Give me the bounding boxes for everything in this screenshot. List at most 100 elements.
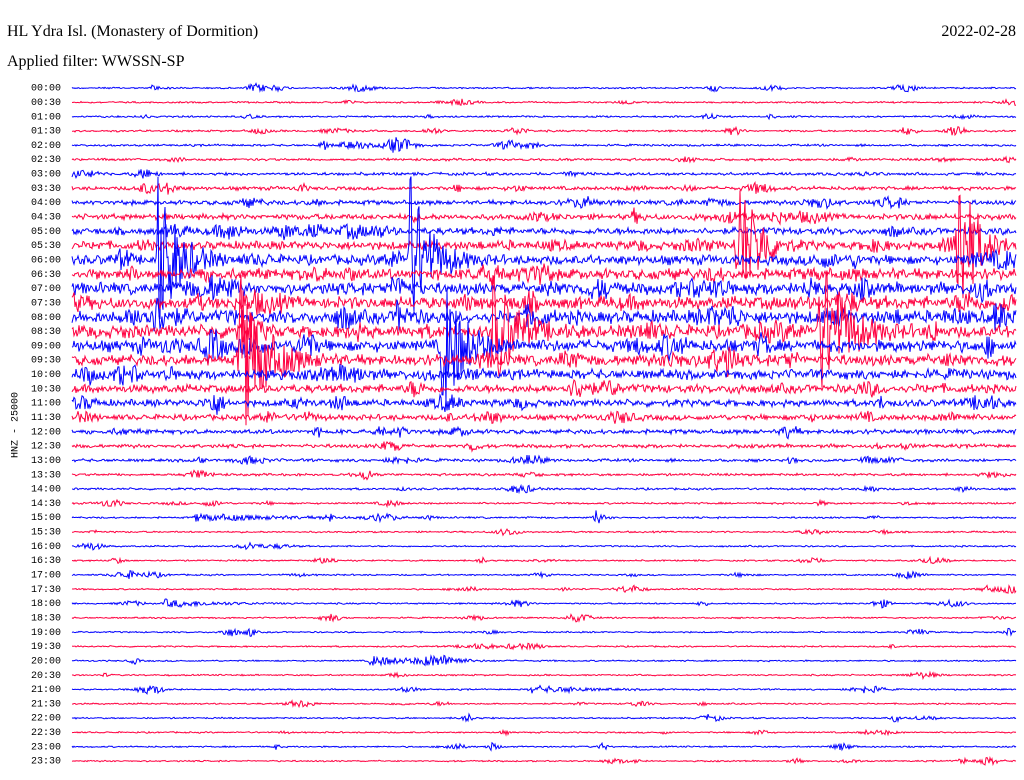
- trace: [71, 393, 1017, 415]
- row-label: 13:30: [31, 470, 61, 481]
- row-label: 03:00: [31, 170, 61, 181]
- trace: [71, 469, 1017, 481]
- row-label: 11:30: [31, 413, 61, 424]
- trace: [71, 169, 1017, 180]
- row-label: 16:00: [31, 542, 61, 553]
- row-label: 22:30: [31, 728, 61, 739]
- trace: [71, 410, 1017, 424]
- trace: [71, 275, 1017, 304]
- row-label: 01:30: [31, 127, 61, 138]
- trace: [71, 627, 1017, 638]
- row-label: 16:30: [31, 556, 61, 567]
- trace: [71, 654, 1017, 667]
- trace: [71, 510, 1017, 524]
- trace: [71, 378, 1017, 398]
- row-label: 13:00: [31, 456, 61, 467]
- row-label: 21:00: [31, 685, 61, 696]
- trace: [71, 699, 1017, 709]
- row-label: 11:00: [31, 399, 61, 410]
- row-label: 10:00: [31, 370, 61, 381]
- trace: [71, 498, 1017, 509]
- trace: [71, 613, 1017, 623]
- row-label: 07:00: [31, 284, 61, 295]
- row-label: 06:00: [31, 255, 61, 266]
- trace: [71, 263, 1017, 287]
- row-label: 08:30: [31, 327, 61, 338]
- trace: [71, 454, 1017, 465]
- row-label: 18:30: [31, 613, 61, 624]
- row-label: 09:00: [31, 341, 61, 352]
- trace: [71, 425, 1017, 440]
- trace: [71, 584, 1017, 594]
- row-label: 19:30: [31, 642, 61, 653]
- row-label: 02:00: [31, 141, 61, 152]
- row-label: 23:30: [31, 757, 61, 768]
- trace: [71, 712, 1017, 724]
- row-label: 20:30: [31, 671, 61, 682]
- filter-label: Applied filter: WWSSN-SP: [7, 53, 185, 70]
- trace: [71, 190, 1017, 299]
- trace: [71, 741, 1017, 752]
- trace: [71, 82, 1017, 93]
- row-label: 00:30: [31, 98, 61, 109]
- trace: [71, 176, 1017, 320]
- row-label: 10:30: [31, 384, 61, 395]
- row-label: 21:30: [31, 699, 61, 710]
- row-label: 12:30: [31, 442, 61, 453]
- row-label: 18:00: [31, 599, 61, 610]
- axis-label: HNZ - 25000: [11, 392, 22, 458]
- trace: [71, 274, 1017, 426]
- trace: [71, 125, 1017, 137]
- trace: [71, 670, 1017, 681]
- trace: [71, 755, 1017, 767]
- trace: [71, 728, 1017, 737]
- row-label: 06:30: [31, 270, 61, 281]
- row-label: 19:00: [31, 628, 61, 639]
- row-label: 15:30: [31, 528, 61, 539]
- row-label: 12:00: [31, 427, 61, 438]
- row-label: 01:00: [31, 112, 61, 123]
- trace: [71, 483, 1017, 495]
- row-label: 08:00: [31, 313, 61, 324]
- trace: [71, 598, 1017, 609]
- row-label: 00:00: [31, 84, 61, 95]
- trace: [71, 289, 1017, 317]
- date: 2022-02-28: [941, 23, 1016, 40]
- trace: [71, 363, 1017, 386]
- trace: [71, 440, 1017, 453]
- row-label: 17:00: [31, 571, 61, 582]
- row-label: 02:30: [31, 155, 61, 166]
- trace: [71, 181, 1017, 195]
- row-label: 05:00: [31, 227, 61, 238]
- trace: [71, 541, 1017, 551]
- trace: [71, 223, 1017, 241]
- row-label: 23:00: [31, 742, 61, 753]
- trace: [72, 528, 1017, 537]
- row-label: 15:00: [31, 513, 61, 524]
- trace: [71, 555, 1017, 565]
- trace: [71, 684, 1017, 695]
- row-label: 20:00: [31, 656, 61, 667]
- row-label: 04:00: [31, 198, 61, 209]
- row-label: 22:00: [31, 714, 61, 725]
- station-title: HL Ydra Isl. (Monastery of Dormition): [7, 23, 258, 40]
- row-label: 17:30: [31, 585, 61, 596]
- row-label: 14:30: [31, 499, 61, 510]
- trace: [71, 270, 1017, 388]
- trace: [71, 98, 1016, 107]
- trace: [71, 137, 1017, 153]
- trace: [71, 155, 1017, 164]
- row-label: 05:30: [31, 241, 61, 252]
- trace: [71, 642, 1017, 651]
- row-label: 03:30: [31, 184, 61, 195]
- trace: [71, 287, 1017, 404]
- row-label: 14:00: [31, 485, 61, 496]
- trace: [71, 112, 1017, 121]
- trace: [71, 297, 1017, 332]
- trace: [71, 570, 1017, 580]
- trace: [71, 195, 1017, 210]
- row-label: 04:30: [31, 213, 61, 224]
- row-label: 09:30: [31, 356, 61, 367]
- trace: [71, 207, 1017, 226]
